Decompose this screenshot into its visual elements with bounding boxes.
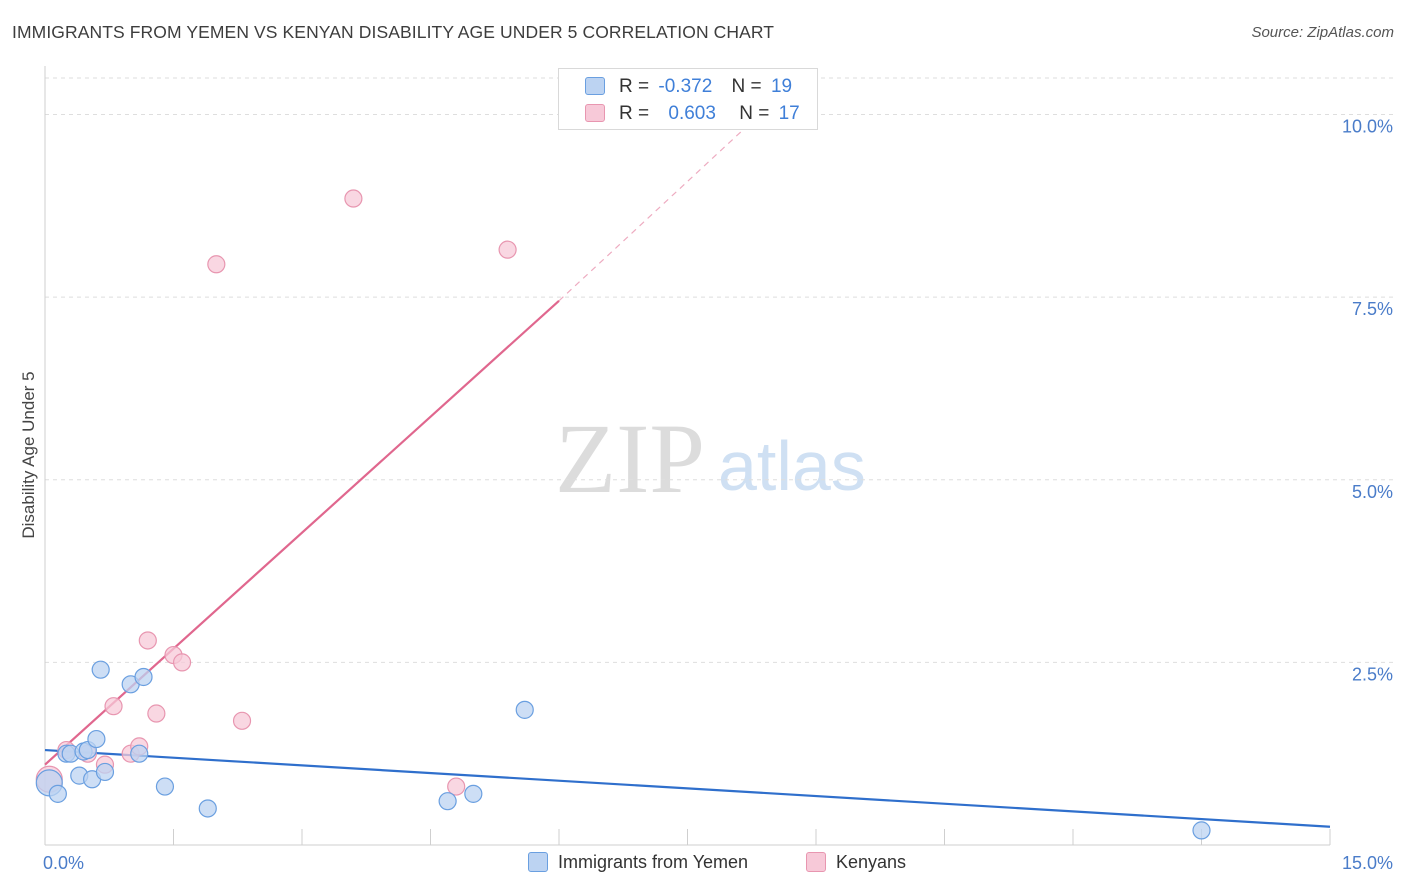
point-kenyans <box>447 777 466 796</box>
y-tick-label: 2.5% <box>1352 664 1393 684</box>
point-yemen <box>130 744 149 763</box>
legend-n-value-kenyans: 17 <box>778 103 800 124</box>
point-yemen <box>438 792 457 811</box>
point-kenyans <box>138 631 157 650</box>
point-kenyans <box>232 711 252 730</box>
watermark-zip: ZIP <box>555 403 705 514</box>
point-kenyans <box>104 697 123 716</box>
bottom-legend-swatch-kenyans <box>806 852 826 872</box>
y-tick-label: 5.0% <box>1352 482 1393 502</box>
x-tick-min: 0.0% <box>43 853 84 873</box>
legend-swatch-kenyans <box>585 104 605 122</box>
legend-n-value-yemen: 19 <box>770 76 793 97</box>
point-kenyans <box>344 189 363 208</box>
bottom-legend-swatch-yemen <box>528 852 548 872</box>
bottom-legend-kenyans: Kenyans <box>806 852 906 873</box>
legend-swatch-yemen <box>585 77 605 95</box>
y-tick-label: 10.0% <box>1342 117 1393 137</box>
bottom-legend-label-yemen: Immigrants from Yemen <box>558 852 749 872</box>
grid-lines <box>45 77 1395 663</box>
point-yemen <box>91 660 110 679</box>
scatter-points <box>35 189 1211 840</box>
stats-legend: R = -0.372 N = 19 R = 0.603 N = 17 <box>558 68 818 130</box>
point-yemen <box>464 784 483 803</box>
bottom-legend-yemen: Immigrants from Yemen <box>528 852 748 873</box>
point-yemen <box>87 729 106 749</box>
bottom-legend-label-kenyans: Kenyans <box>836 852 907 872</box>
x-tick-max: 15.0% <box>1342 853 1393 873</box>
point-yemen <box>1192 821 1211 840</box>
y-axis-label: Disability Age Under 5 <box>19 371 38 538</box>
axes <box>44 66 1331 846</box>
trend-line-kenyans <box>44 299 560 766</box>
point-yemen <box>515 700 534 719</box>
trend-line-yemen <box>44 748 1331 828</box>
point-kenyans <box>147 704 166 723</box>
legend-r-label: R = <box>619 103 650 124</box>
legend-r-label: R = <box>619 76 650 97</box>
legend-n-label: N = <box>739 103 770 124</box>
point-kenyans <box>172 653 192 672</box>
legend-n-label: N = <box>731 76 762 97</box>
point-kenyans <box>498 240 517 259</box>
watermark-atlas: atlas <box>718 427 866 505</box>
y-tick-label: 7.5% <box>1352 299 1393 319</box>
point-yemen <box>155 777 175 796</box>
legend-r-value-kenyans: 0.603 <box>668 103 716 124</box>
source-credit: Source: ZipAtlas.com <box>1251 24 1394 41</box>
point-yemen <box>134 667 153 687</box>
y-tick-labels: 2.5% 5.0% 7.5% 10.0% <box>1342 117 1393 685</box>
chart-title: IMMIGRANTS FROM YEMEN VS KENYAN DISABILI… <box>12 22 775 42</box>
legend-r-value-yemen: -0.372 <box>658 76 713 97</box>
point-kenyans <box>207 255 226 274</box>
point-yemen <box>48 784 67 803</box>
point-yemen <box>95 762 115 782</box>
point-yemen <box>198 799 217 818</box>
